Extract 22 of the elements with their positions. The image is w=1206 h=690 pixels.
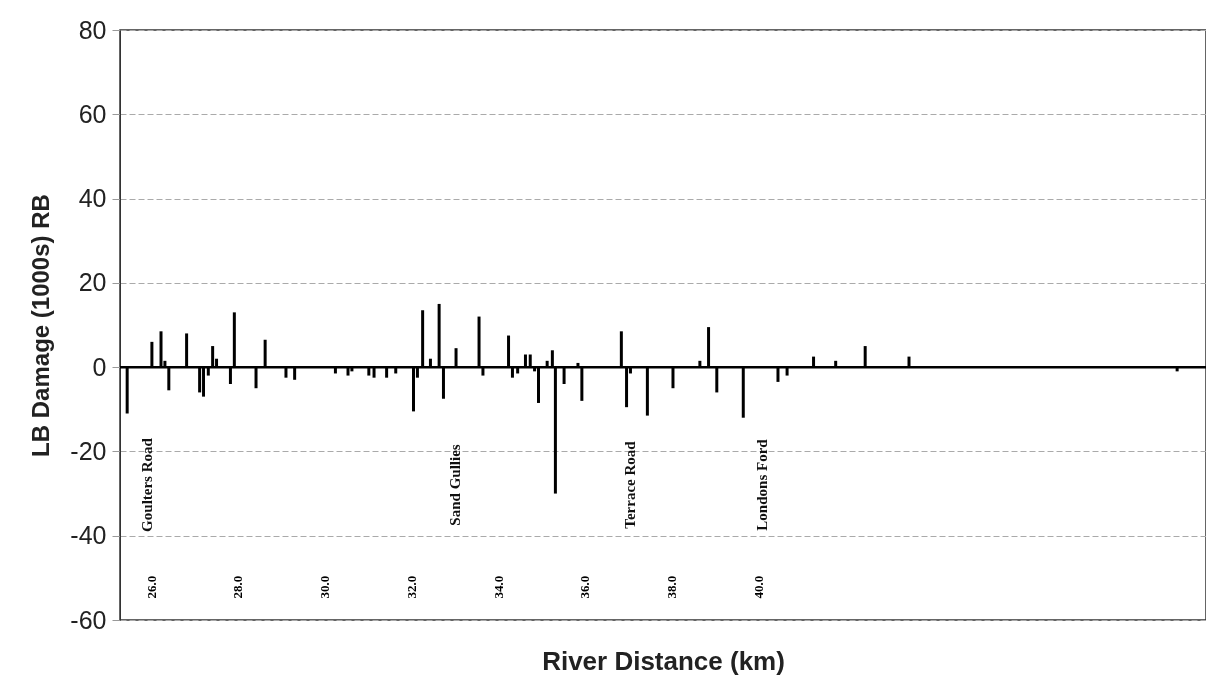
annotation: Terrace Road — [622, 440, 638, 529]
x-tick-label: 40.0 — [750, 575, 766, 599]
y-axis-title: LB Damage (1000s) RB — [27, 194, 55, 457]
y-tick-label: 80 — [78, 15, 107, 44]
x-tick-label: 28.0 — [230, 575, 246, 599]
y-tick-label: 60 — [78, 99, 107, 128]
annotation: Londons Ford — [754, 438, 770, 531]
x-tick-label: 30.0 — [317, 575, 333, 599]
x-axis-title: River Distance (km) — [542, 645, 785, 676]
x-tick-label: 26.0 — [143, 575, 159, 599]
y-tick-label: -60 — [70, 605, 107, 634]
x-tick-label: 38.0 — [664, 575, 680, 599]
x-tick-label: 32.0 — [403, 575, 419, 599]
y-tick-label: -40 — [70, 521, 107, 550]
y-tick-label: 20 — [78, 268, 107, 297]
annotation: Goulters Road — [139, 437, 155, 532]
y-tick-label: 0 — [92, 352, 107, 381]
y-tick-label: 40 — [78, 184, 107, 213]
y-tick-label: -20 — [70, 436, 107, 465]
x-tick-label: 34.0 — [490, 575, 506, 599]
annotation: Sand Gullies — [447, 444, 463, 526]
x-tick-label: 36.0 — [577, 575, 593, 599]
